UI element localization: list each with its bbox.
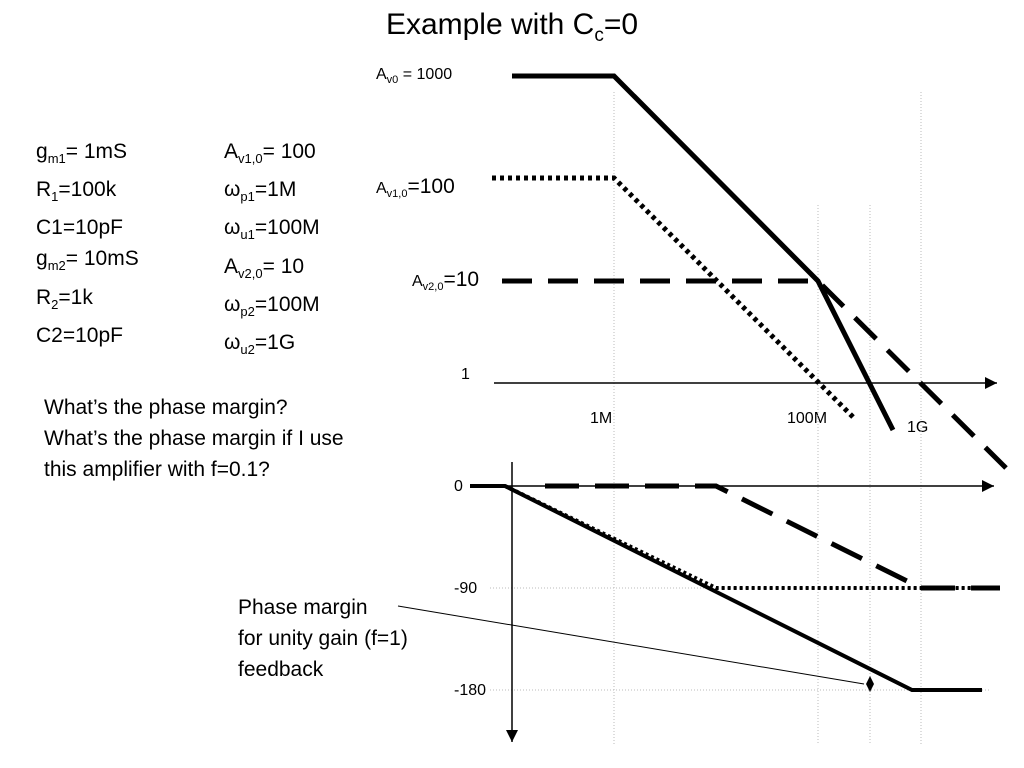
curve-av1-magnitude	[492, 175, 855, 419]
annotation-line-2: for unity gain (f=1)	[238, 627, 408, 650]
annotation-line-3: feedback	[238, 658, 324, 681]
phase-tick-0: 0	[454, 478, 463, 495]
phase-tick-180: -180	[454, 682, 487, 699]
slide-title: Example with Cc=0	[385, 8, 639, 46]
param-r1: R1=100k	[36, 178, 117, 205]
phase-tick-90: -90	[454, 580, 478, 597]
param-gm1: gm1= 1mS	[36, 140, 128, 167]
phase-margin-marker	[866, 676, 874, 692]
param-wu2: ωu2=1G	[224, 330, 296, 358]
tick-1M: 1M	[590, 410, 613, 427]
params-right: Av1,0= 100 ωp1=1M ωu1=100M Av2,0= 10 ωp2…	[224, 136, 320, 365]
param-wp2: ωp2=100M	[224, 292, 320, 319]
annotation-line-1: Phase margin	[238, 596, 368, 619]
questions: What’s the phase margin? What’s the phas…	[44, 392, 344, 485]
curve-av1-phase	[504, 484, 1000, 590]
curve-av2-phase	[545, 483, 1000, 591]
label-av0: Av0 = 1000	[376, 66, 453, 87]
param-c2: C2=10pF	[36, 323, 123, 347]
phase-margin-annotation: Phase margin for unity gain (f=1) feedba…	[238, 592, 408, 685]
param-c1: C1=10pF	[36, 216, 123, 240]
question-line-1: What’s the phase margin?	[44, 396, 288, 419]
mag-unity-label: 1	[461, 366, 470, 383]
param-wp1: ωp1=1M	[224, 178, 297, 205]
param-av1: Av1,0= 100	[224, 140, 316, 167]
params-left: gm1= 1mS R1=100k C1=10pF gm2= 10mS R2=1k…	[36, 136, 139, 351]
param-av2: Av2,0= 10	[224, 254, 305, 281]
curve-av0-magnitude	[512, 73, 896, 432]
label-av1: Av1,0=100	[376, 175, 455, 201]
curve-av2-magnitude	[502, 278, 1008, 470]
question-line-3: this amplifier with f=0.1?	[44, 458, 270, 481]
question-line-2: What’s the phase margin if I use	[44, 427, 344, 450]
tick-1G: 1G	[907, 419, 929, 436]
vertical-gridlines	[613, 92, 922, 745]
annotation-leader-line	[397, 605, 865, 685]
tick-100M: 100M	[787, 410, 828, 427]
param-gm2: gm2= 10mS	[36, 247, 139, 274]
curve-total-phase	[470, 484, 982, 692]
param-wu1: ωu1=100M	[224, 216, 320, 243]
label-av2: Av2,0=10	[412, 268, 480, 294]
param-r2: R2=1k	[36, 285, 93, 312]
